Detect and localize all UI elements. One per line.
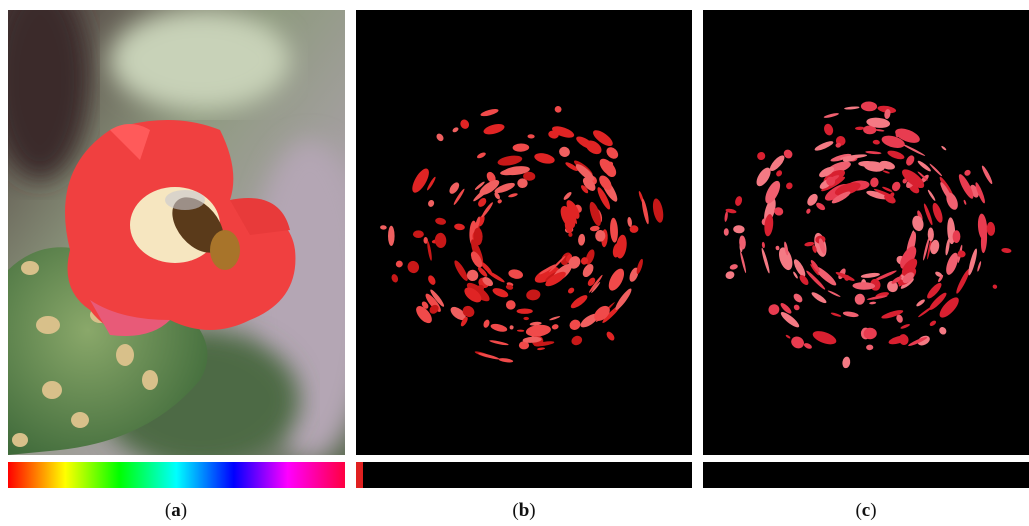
bar-c — [703, 462, 1029, 488]
mask-b — [356, 10, 692, 455]
bar-b — [356, 462, 692, 488]
splotch — [388, 226, 395, 246]
caption-c: (c) — [766, 500, 966, 522]
photo — [0, 0, 370, 470]
caption-b: (b) — [424, 500, 624, 522]
splotch — [517, 309, 533, 314]
figure — [0, 0, 1029, 526]
caption-a: (a) — [76, 500, 276, 522]
splotch — [413, 230, 424, 238]
hue-bar — [8, 462, 345, 488]
page: (a) (b) (c) (() => { const data = JSON.p… — [0, 0, 1029, 526]
bar-b-red — [356, 462, 363, 488]
